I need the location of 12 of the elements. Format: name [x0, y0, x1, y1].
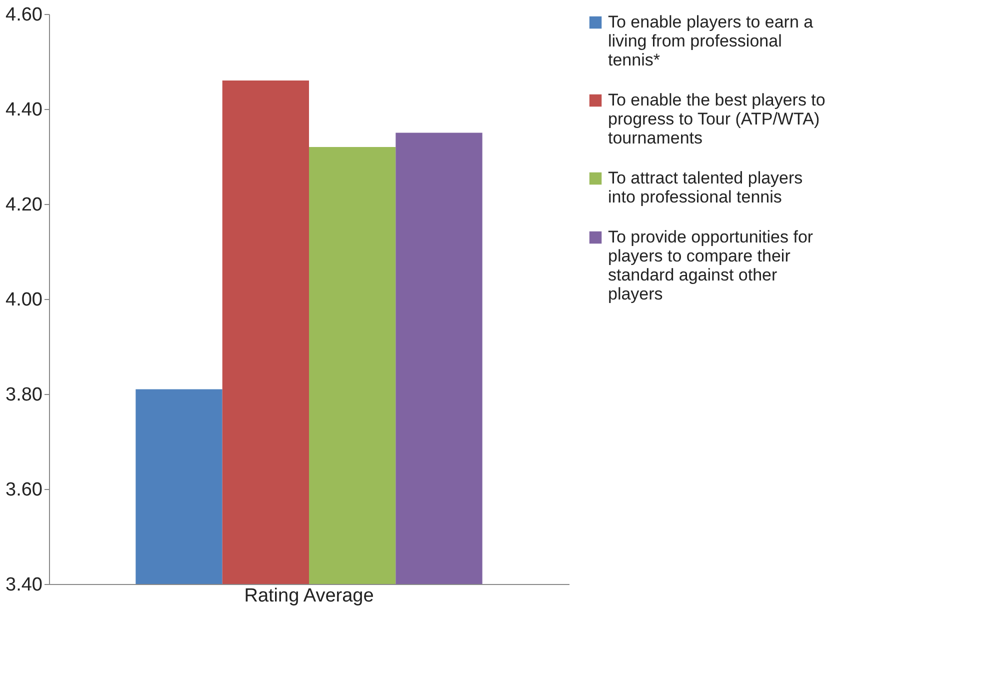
- y-tick-label: 3.60: [6, 480, 42, 500]
- legend-label: To enable players to earn a living from professional tennis*: [608, 12, 814, 70]
- legend-label: To attract talented players into professional tennis: [608, 168, 803, 206]
- legend-label: To enable the best players to progress to Tour (ATP/WTA) tournaments: [608, 90, 826, 148]
- y-tick-label: 3.40: [6, 574, 42, 596]
- y-tick-label: 3.80: [6, 384, 42, 406]
- x-tick-label: Rating Average: [244, 586, 374, 606]
- legend-label: To provide opportunities for players to compare their standard against other players: [608, 228, 814, 304]
- y-tick-label: 4.00: [6, 290, 42, 310]
- y-tick-label: 4.60: [6, 4, 42, 26]
- y-tick-label: 4.40: [6, 100, 42, 120]
- y-tick-label: 4.20: [6, 194, 42, 216]
